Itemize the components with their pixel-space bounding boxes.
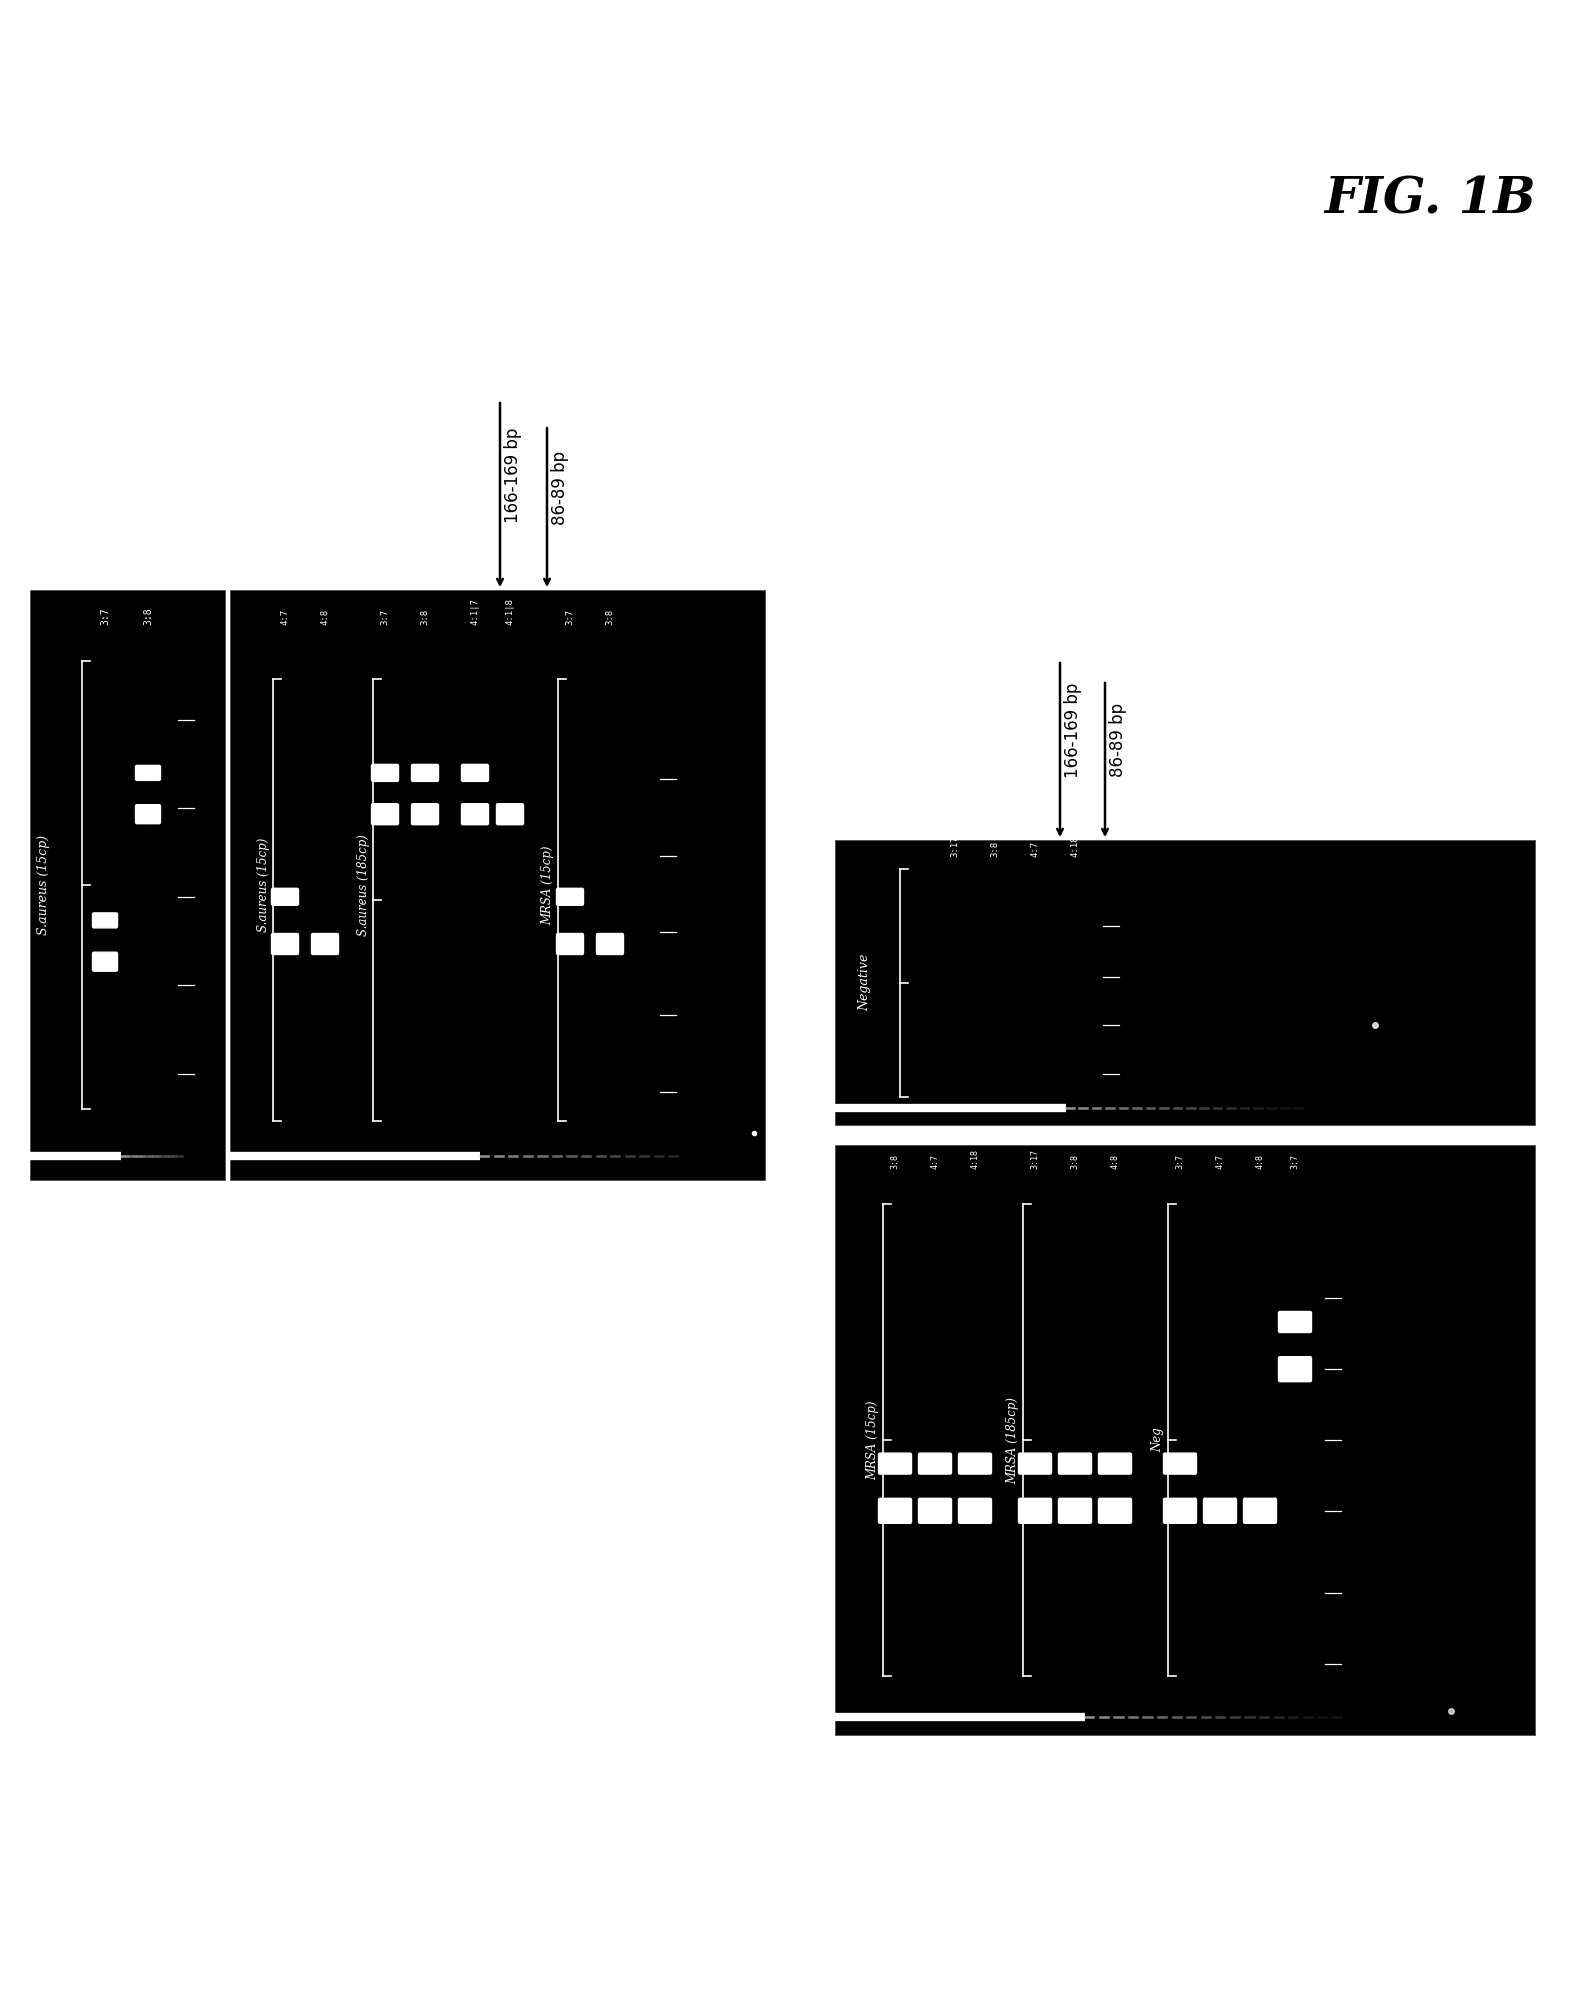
Text: 4:18: 4:18	[970, 1148, 980, 1168]
FancyBboxPatch shape	[272, 888, 298, 906]
FancyBboxPatch shape	[1019, 1452, 1052, 1474]
Text: 4:8: 4:8	[1110, 1154, 1119, 1168]
FancyBboxPatch shape	[918, 1452, 951, 1474]
FancyBboxPatch shape	[496, 804, 523, 824]
Text: 3:17: 3:17	[950, 836, 959, 858]
Text: FIG. 1B: FIG. 1B	[1324, 175, 1535, 224]
FancyBboxPatch shape	[1278, 1357, 1311, 1382]
FancyBboxPatch shape	[372, 765, 399, 781]
FancyBboxPatch shape	[462, 765, 488, 781]
Text: 4:8: 4:8	[320, 610, 330, 626]
Text: 4:7: 4:7	[931, 1154, 939, 1168]
FancyBboxPatch shape	[1058, 1452, 1091, 1474]
Text: 166-169 bp: 166-169 bp	[1064, 683, 1082, 777]
Bar	[835, 1146, 1535, 1734]
Text: 3:8: 3:8	[421, 610, 430, 626]
FancyBboxPatch shape	[1099, 1498, 1132, 1523]
FancyBboxPatch shape	[556, 934, 584, 955]
FancyBboxPatch shape	[1058, 1498, 1091, 1523]
FancyBboxPatch shape	[1163, 1452, 1196, 1474]
Text: 166-169 bp: 166-169 bp	[504, 427, 521, 524]
FancyBboxPatch shape	[135, 765, 160, 779]
Text: S.aureus (15cp): S.aureus (15cp)	[38, 836, 50, 934]
Text: 86-89 bp: 86-89 bp	[551, 451, 568, 524]
Text: 3:8: 3:8	[890, 1154, 900, 1168]
FancyBboxPatch shape	[1204, 1498, 1237, 1523]
Text: MRSA (15cp): MRSA (15cp)	[542, 846, 554, 924]
FancyBboxPatch shape	[959, 1452, 992, 1474]
Text: 3:8: 3:8	[1071, 1154, 1080, 1168]
FancyBboxPatch shape	[1019, 1498, 1052, 1523]
Text: 3:7: 3:7	[565, 610, 575, 626]
FancyBboxPatch shape	[1278, 1311, 1311, 1333]
FancyBboxPatch shape	[272, 934, 298, 955]
Text: S.aureus (185cp): S.aureus (185cp)	[356, 834, 369, 937]
FancyBboxPatch shape	[597, 934, 623, 955]
Text: 4:1|8: 4:1|8	[506, 598, 515, 626]
FancyBboxPatch shape	[93, 912, 118, 928]
FancyBboxPatch shape	[556, 888, 584, 906]
FancyBboxPatch shape	[1099, 1452, 1132, 1474]
FancyBboxPatch shape	[918, 1498, 951, 1523]
Text: 4:7: 4:7	[1215, 1154, 1225, 1168]
FancyBboxPatch shape	[462, 804, 488, 824]
FancyBboxPatch shape	[1243, 1498, 1276, 1523]
Text: 3:8: 3:8	[606, 610, 614, 626]
Text: 86-89 bp: 86-89 bp	[1108, 703, 1127, 777]
Text: MRSA (15cp): MRSA (15cp)	[867, 1400, 879, 1480]
Text: 4:8: 4:8	[1256, 1154, 1264, 1168]
FancyBboxPatch shape	[959, 1498, 992, 1523]
Text: 4:7: 4:7	[281, 610, 289, 626]
Text: 4:7: 4:7	[1030, 842, 1039, 858]
FancyBboxPatch shape	[411, 804, 438, 824]
Bar	[30, 590, 225, 1180]
FancyBboxPatch shape	[135, 806, 160, 824]
Text: 3:7: 3:7	[100, 608, 110, 626]
Text: 3:8: 3:8	[991, 842, 1000, 858]
FancyBboxPatch shape	[1163, 1498, 1196, 1523]
FancyBboxPatch shape	[879, 1452, 912, 1474]
Text: Negative: Negative	[859, 955, 871, 1011]
Text: Neg: Neg	[1151, 1428, 1165, 1452]
Text: 3:7: 3:7	[1176, 1154, 1184, 1168]
FancyBboxPatch shape	[93, 953, 118, 971]
FancyBboxPatch shape	[311, 934, 339, 955]
FancyBboxPatch shape	[879, 1498, 912, 1523]
Text: 3:17: 3:17	[1030, 1148, 1039, 1168]
Text: 3:7: 3:7	[380, 610, 389, 626]
Text: 3:8: 3:8	[143, 608, 152, 626]
Text: 4:18: 4:18	[1071, 836, 1080, 858]
Text: S.aureus (15cp): S.aureus (15cp)	[256, 838, 270, 932]
Text: 3:7: 3:7	[1291, 1154, 1300, 1168]
FancyBboxPatch shape	[372, 804, 399, 824]
Text: MRSA (185cp): MRSA (185cp)	[1006, 1396, 1019, 1484]
Bar	[229, 590, 765, 1180]
Text: 4:1|7: 4:1|7	[471, 598, 479, 626]
Bar	[835, 840, 1535, 1126]
FancyBboxPatch shape	[411, 765, 438, 781]
